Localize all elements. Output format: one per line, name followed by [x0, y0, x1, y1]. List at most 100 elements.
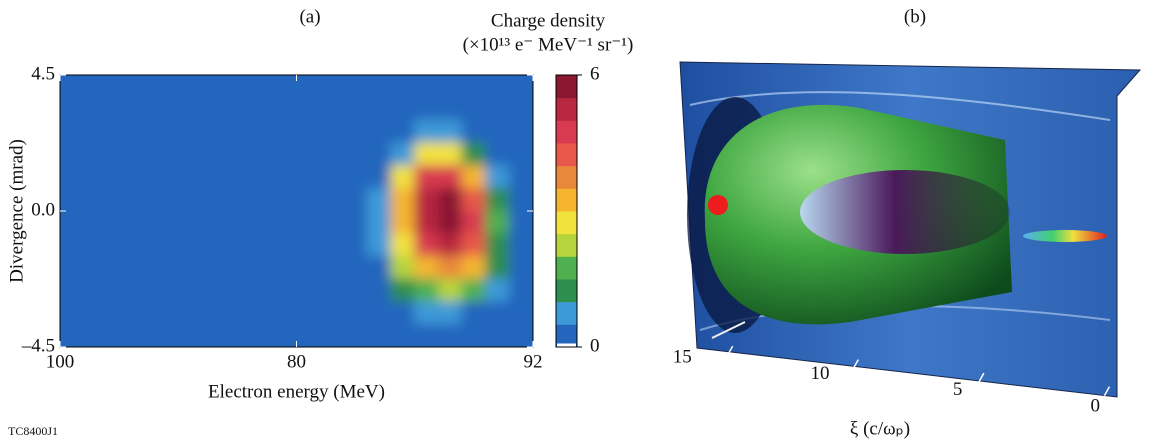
- wake: [689, 91, 1111, 121]
- heatmap-cell: [390, 255, 416, 280]
- colorbar-band: [556, 75, 577, 99]
- heatmap-cell: [272, 210, 297, 235]
- y-tick-label: –4.5: [21, 335, 55, 356]
- heatmap-cell: [319, 233, 345, 257]
- heatmap-cell: [106, 278, 132, 303]
- heatmap-cell: [272, 323, 297, 347]
- heatmap-cell: [272, 142, 297, 167]
- heatmap-cell: [248, 165, 274, 189]
- heatmap-cell: [106, 97, 132, 121]
- heatmap-cell: [461, 97, 487, 121]
- heatmap-cell: [225, 142, 250, 167]
- heatmap-cell: [154, 187, 179, 212]
- heatmap-cell: [248, 323, 274, 347]
- heatmap-cell: [177, 165, 203, 189]
- heatmap-cell: [154, 233, 179, 257]
- heatmap-cell: [390, 165, 416, 189]
- x-tick-label: 10: [810, 363, 829, 384]
- heatmap-cell: [343, 255, 368, 280]
- heatmap-cell: [201, 187, 227, 212]
- heatmap-cell: [201, 75, 227, 99]
- heatmap-cell: [177, 233, 203, 257]
- heatmap-cell: [390, 75, 416, 99]
- heatmap-cell: [366, 323, 392, 347]
- heatmap-cell: [60, 233, 85, 257]
- heatmap-cell: [437, 97, 463, 121]
- heatmap-cell: [60, 255, 85, 280]
- heatmap-cell: [319, 165, 345, 189]
- heatmap-cell: [272, 278, 297, 303]
- heatmap-cell: [225, 278, 250, 303]
- heatmap-cell: [83, 142, 108, 167]
- heatmap-cell: [343, 75, 368, 99]
- heatmap-cell: [225, 255, 250, 280]
- heatmap-cell: [177, 75, 203, 99]
- heatmap-cell: [390, 278, 416, 303]
- heatmap-cell: [366, 255, 392, 280]
- heatmap-cell: [366, 165, 392, 189]
- heatmap-cell: [177, 210, 203, 235]
- colorbar-band: [556, 97, 577, 121]
- heatmap-cell: [201, 142, 227, 167]
- heatmap-cell: [130, 278, 156, 303]
- heatmap-cell: [437, 142, 463, 167]
- heatmap-cell: [154, 142, 179, 167]
- heatmap-cell: [343, 233, 368, 257]
- heatmap-cell: [366, 301, 392, 325]
- heatmap-cell: [248, 210, 274, 235]
- heatmap-cell: [225, 301, 250, 325]
- heatmap-cell: [154, 210, 179, 235]
- heatmap-cell: [83, 255, 108, 280]
- heatmap-cell: [343, 210, 368, 235]
- heatmap-cell: [60, 119, 85, 144]
- colorbar-band: [556, 301, 577, 325]
- heatmap-cell: [414, 210, 439, 235]
- heatmap-cell: [296, 255, 321, 280]
- heatmap-cell: [461, 119, 487, 144]
- heatmap-cell: [130, 323, 156, 347]
- colorbar-band: [556, 120, 577, 144]
- heatmap-cell: [154, 255, 179, 280]
- heatmap-cell: [414, 75, 439, 99]
- heatmap-cell: [296, 187, 321, 212]
- volume-render: [679, 61, 1142, 398]
- heatmap-cell: [461, 278, 487, 303]
- heatmap-cell: [130, 301, 156, 325]
- heatmap-cell: [296, 301, 321, 325]
- heatmap-cell: [201, 323, 227, 347]
- heatmap-cell: [106, 301, 132, 325]
- colorbar-band: [556, 211, 577, 235]
- heatmap-cell: [485, 187, 510, 212]
- heatmap-cell: [154, 278, 179, 303]
- heatmap-cell: [177, 187, 203, 212]
- heatmap-cell: [296, 233, 321, 257]
- heatmap-cell: [154, 323, 179, 347]
- heatmap-cell: [508, 323, 533, 347]
- heatmap-cell: [130, 210, 156, 235]
- heatmap-cell: [343, 187, 368, 212]
- heatmap-cell: [201, 165, 227, 189]
- heatmap-cell: [485, 75, 510, 99]
- heatmap-cell: [60, 75, 85, 99]
- heatmap-cell: [296, 210, 321, 235]
- heatmap-cell: [154, 119, 179, 144]
- colorbar-band: [556, 324, 577, 348]
- heatmap-cell: [272, 255, 297, 280]
- heatmap-cell: [83, 323, 108, 347]
- heatmap-cells: [60, 75, 533, 347]
- heatmap-cell: [366, 142, 392, 167]
- heatmap-cell: [130, 233, 156, 257]
- bunch: [708, 195, 728, 215]
- y-tick-label: 4.5: [31, 63, 55, 84]
- heatmap-cell: [296, 165, 321, 189]
- heatmap-cell: [106, 142, 132, 167]
- heatmap-cell: [177, 278, 203, 303]
- heatmap-cell: [485, 142, 510, 167]
- heatmap-cell: [83, 187, 108, 212]
- heatmap-cell: [201, 210, 227, 235]
- heatmap-cell: [508, 97, 533, 121]
- heatmap-cell: [366, 75, 392, 99]
- y-axis-label: Divergence (mrad): [6, 139, 27, 283]
- heatmap-cell: [296, 75, 321, 99]
